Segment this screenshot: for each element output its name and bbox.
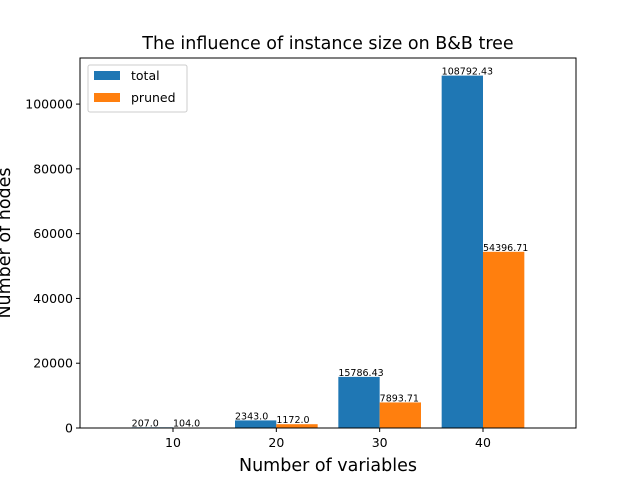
- x-tick-label-20: 20: [268, 435, 284, 450]
- bar-pruned-30: [380, 402, 421, 428]
- y-tick-label-80000: 80000: [33, 161, 73, 176]
- x-tick-label-30: 30: [372, 435, 388, 450]
- data-label-pruned-20: 1172.0: [276, 415, 309, 426]
- x-tick-label-40: 40: [475, 435, 491, 450]
- legend-swatch-pruned: [94, 93, 120, 102]
- y-tick-label-40000: 40000: [33, 291, 73, 306]
- legend-swatch-total: [94, 71, 120, 80]
- x-tick-label-10: 10: [165, 435, 181, 450]
- data-label-total-20: 2343.0: [235, 411, 268, 422]
- legend-label-pruned: pruned: [131, 90, 176, 105]
- bar-pruned-40: [483, 252, 524, 428]
- bar-total-30: [338, 377, 379, 428]
- data-label-pruned-40: 54396.71: [483, 243, 528, 254]
- bar-total-40: [442, 76, 483, 428]
- data-label-total-30: 15786.43: [338, 368, 383, 379]
- legend: total pruned: [88, 65, 187, 112]
- y-tick-label-20000: 20000: [33, 356, 73, 371]
- chart-title: The influence of instance size on B&B tr…: [141, 34, 513, 54]
- y-tick-label-60000: 60000: [33, 226, 73, 241]
- data-label-pruned-30: 7893.71: [380, 393, 419, 404]
- y-axis-label: Number of nodes: [0, 167, 15, 318]
- y-tick-label-100000: 100000: [25, 97, 73, 112]
- legend-label-total: total: [131, 68, 160, 83]
- x-axis-label: Number of variables: [239, 456, 417, 476]
- data-label-total-40: 108792.43: [442, 67, 493, 78]
- y-tick-label-0: 0: [65, 421, 73, 436]
